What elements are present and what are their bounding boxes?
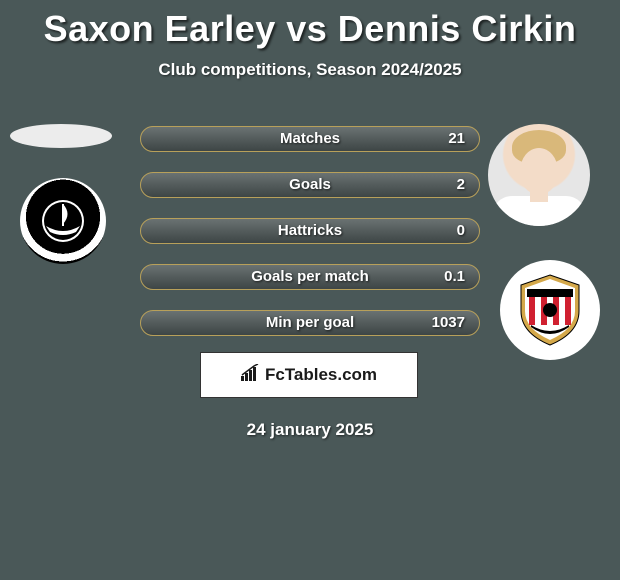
stat-row-hattricks: Hattricks 0 (140, 218, 480, 244)
stat-row-goals-per-match: Goals per match 0.1 (140, 264, 480, 290)
stat-value: 21 (448, 127, 465, 151)
site-badge: FcTables.com (200, 352, 418, 398)
snapshot-date: 24 january 2025 (0, 420, 620, 440)
bar-chart-icon (241, 364, 261, 387)
left-club-badge (20, 178, 106, 264)
right-player-avatar (488, 124, 590, 226)
stat-value: 2 (457, 173, 465, 197)
site-badge-text: FcTables.com (265, 365, 377, 385)
left-player-avatar (10, 124, 112, 148)
stat-label: Goals (141, 173, 479, 197)
stat-value: 0 (457, 219, 465, 243)
right-club-badge (500, 260, 600, 360)
stat-rows: Matches 21 Goals 2 Hattricks 0 Goals per… (140, 126, 480, 356)
stat-label: Goals per match (141, 265, 479, 289)
stat-label: Hattricks (141, 219, 479, 243)
stat-row-min-per-goal: Min per goal 1037 (140, 310, 480, 336)
stat-row-goals: Goals 2 (140, 172, 480, 198)
page-title: Saxon Earley vs Dennis Cirkin (0, 0, 620, 50)
stat-value: 0.1 (444, 265, 465, 289)
stat-value: 1037 (432, 311, 465, 335)
stat-label: Min per goal (141, 311, 479, 335)
plymouth-boat-icon (36, 194, 90, 248)
comparison-card: Saxon Earley vs Dennis Cirkin Club compe… (0, 0, 620, 580)
stat-label: Matches (141, 127, 479, 151)
sunderland-badge-icon (511, 271, 589, 349)
page-subtitle: Club competitions, Season 2024/2025 (0, 60, 620, 80)
stat-row-matches: Matches 21 (140, 126, 480, 152)
